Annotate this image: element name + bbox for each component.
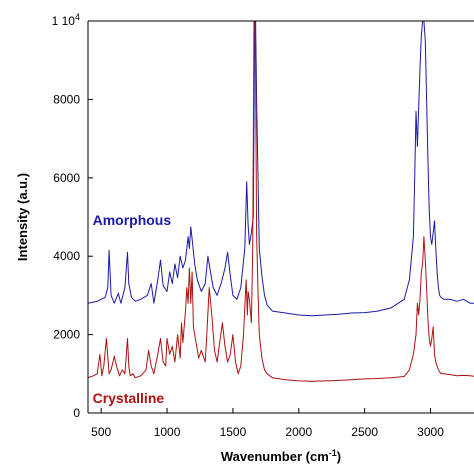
series-label-amorphous: Amorphous bbox=[93, 212, 172, 228]
series-line-crystalline bbox=[88, 21, 474, 382]
series-label-crystalline: Crystalline bbox=[93, 390, 165, 406]
y-tick-label: 4000 bbox=[53, 249, 80, 263]
y-tick-label: 0 bbox=[73, 406, 80, 420]
series-line-amorphous bbox=[88, 21, 474, 317]
axes-layer bbox=[87, 20, 474, 414]
ticks-layer: 0 2000 4000 6000 8000 1 104 500 1000 1500 2000 250… bbox=[52, 12, 445, 439]
series-layer bbox=[88, 21, 474, 382]
x-tick-label: 1500 bbox=[220, 425, 247, 439]
x-tick-label: 2000 bbox=[285, 425, 312, 439]
x-axis-label: Wavenumber (cm-1) bbox=[221, 448, 341, 464]
y-tick-label: 1 104 bbox=[52, 12, 80, 28]
x-tick-label: 2500 bbox=[351, 425, 378, 439]
y-axis-label: Intensity (a.u.) bbox=[15, 173, 30, 261]
y-tick-label: 6000 bbox=[53, 171, 80, 185]
y-tick-label: 8000 bbox=[53, 92, 80, 106]
y-tick-label: 2000 bbox=[53, 328, 80, 342]
x-tick-label: 500 bbox=[91, 425, 111, 439]
x-tick-label: 1000 bbox=[154, 425, 181, 439]
labels-layer: Wavenumber (cm-1) Intensity (a.u.) Amorpho… bbox=[15, 173, 341, 464]
x-tick-label: 3000 bbox=[417, 425, 444, 439]
